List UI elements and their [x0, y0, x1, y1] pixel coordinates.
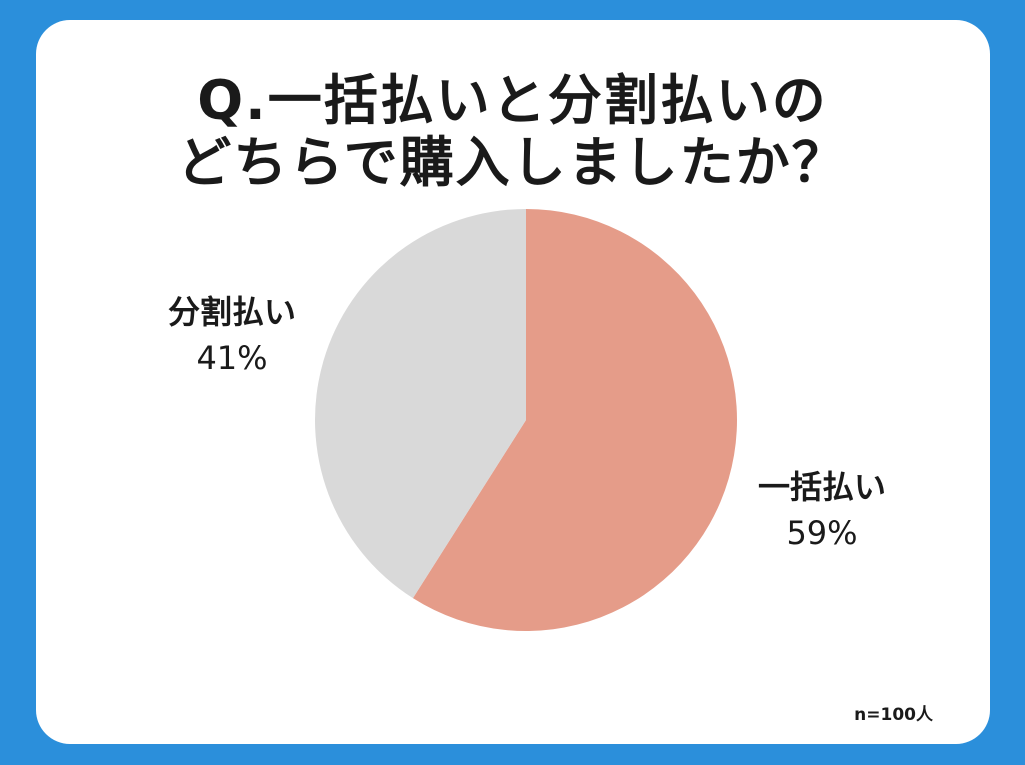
- slice-label-bunkatsu: 分割払い: [168, 293, 296, 331]
- pie-labels: 一括払い 59% 分割払い 41%: [168, 293, 886, 552]
- slice-value-bunkatsu: 41%: [196, 339, 267, 377]
- chart-title-line-1: Q.一括払いと分割払いの: [197, 69, 828, 132]
- pie-slices: [315, 209, 738, 632]
- sample-size-note: n=100人: [854, 705, 933, 725]
- pie-slice-bunkatsu: [315, 209, 526, 599]
- slice-label-ikkatsu: 一括払い: [758, 468, 886, 506]
- chart-title-line-2: どちらで購入しましたか？: [177, 131, 848, 194]
- slice-value-ikkatsu: 59%: [786, 514, 857, 552]
- chart-title: Q.一括払いと分割払いの どちらで購入しましたか？: [0, 70, 1025, 194]
- pie-slice-ikkatsu: [412, 209, 738, 632]
